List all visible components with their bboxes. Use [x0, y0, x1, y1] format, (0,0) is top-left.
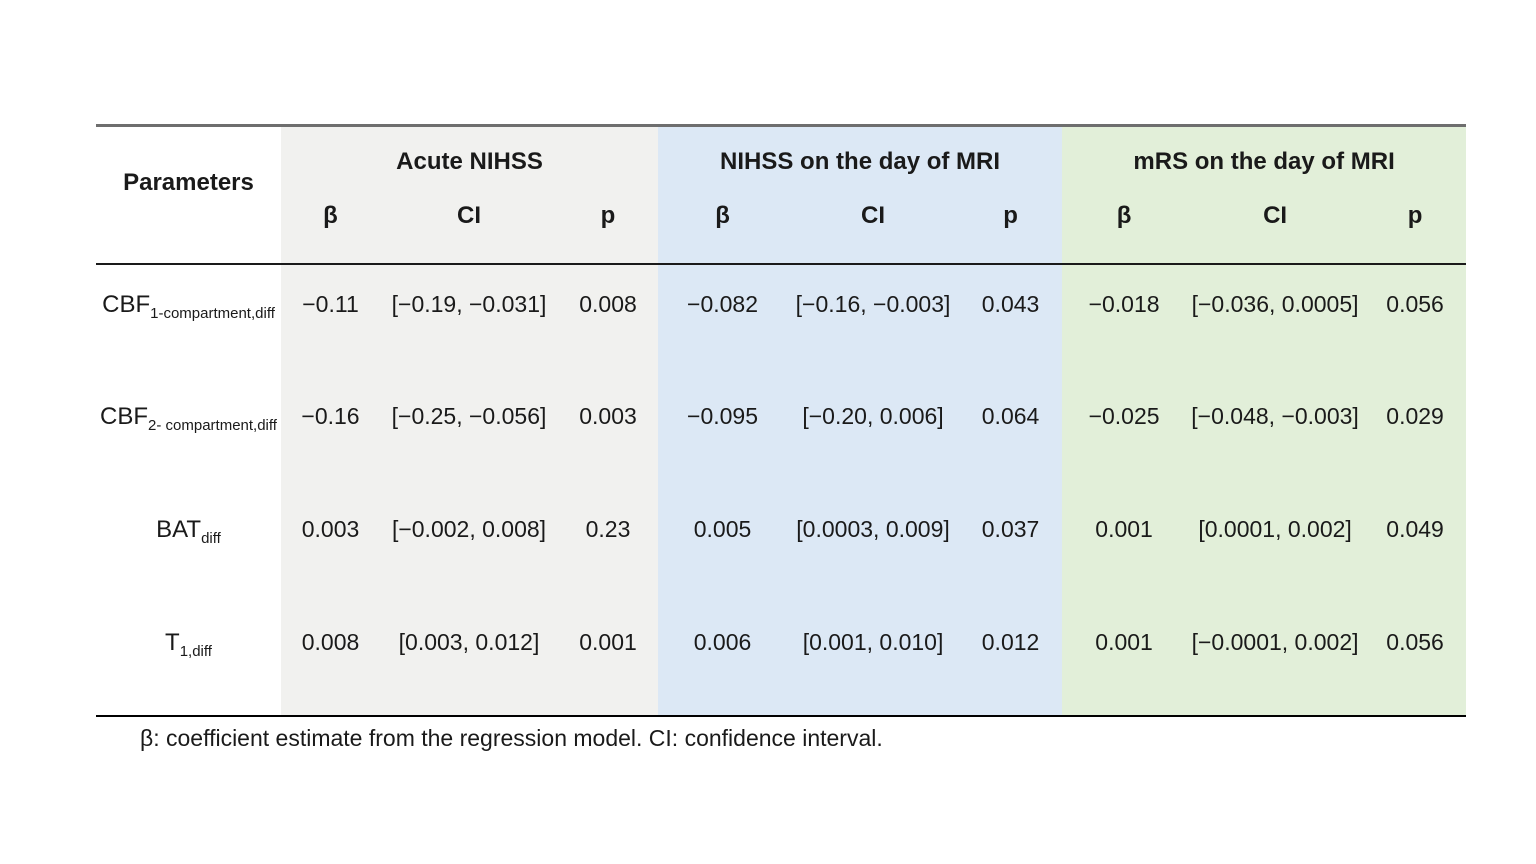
param-base: BAT — [156, 515, 202, 543]
value-cell: 0.001 — [1062, 489, 1187, 603]
param-subscript: 1,diff — [179, 642, 212, 660]
param-cell: T1,diff — [96, 602, 281, 717]
value-cell: [−0.16, −0.003] — [787, 263, 960, 377]
value-cell: 0.049 — [1364, 489, 1467, 603]
param-base: CBF — [100, 402, 149, 430]
value-cell: 0.056 — [1364, 602, 1467, 717]
value-cell: 0.064 — [959, 376, 1063, 490]
value-cell: [−0.25, −0.056] — [380, 376, 558, 490]
value-cell: −0.095 — [658, 376, 788, 490]
table-row: T1,diff 0.008 [0.003, 0.012] 0.001 0.006… — [96, 602, 1467, 717]
table-row: CBF1-compartment,diff −0.11 [−0.19, −0.0… — [96, 263, 1467, 377]
value-cell: 0.012 — [959, 602, 1063, 717]
table-footnote: β: coefficient estimate from the regress… — [140, 724, 883, 751]
group-header-acute-nihss: Acute NIHSS — [281, 125, 659, 190]
subheader-p: p — [959, 189, 1063, 265]
value-cell: [−0.036, 0.0005] — [1186, 263, 1365, 377]
value-cell: 0.006 — [658, 602, 788, 717]
value-cell: [−0.19, −0.031] — [380, 263, 558, 377]
subheader-ci: CI — [1186, 189, 1365, 265]
value-cell: −0.018 — [1062, 263, 1187, 377]
subheader-beta: β — [281, 189, 380, 265]
param-cell: BATdiff — [96, 489, 281, 603]
value-cell: 0.008 — [281, 602, 380, 717]
group-header-nihss-mri: NIHSS on the day of MRI — [658, 125, 1063, 190]
subheader-beta: β — [658, 189, 788, 265]
param-cell: CBF1-compartment,diff — [96, 263, 281, 377]
value-cell: 0.043 — [959, 263, 1063, 377]
value-cell: 0.037 — [959, 489, 1063, 603]
regression-results-table: Parameters Acute NIHSS NIHSS on the day … — [96, 124, 1467, 717]
param-cell: CBF2- compartment,diff — [96, 376, 281, 490]
param-base: T — [165, 628, 180, 656]
param-base: CBF — [102, 290, 151, 318]
value-cell: [−0.002, 0.008] — [380, 489, 558, 603]
value-cell: [−0.20, 0.006] — [787, 376, 960, 490]
value-cell: −0.082 — [658, 263, 788, 377]
param-subscript: 2- compartment,diff — [148, 416, 277, 434]
value-cell: 0.056 — [1364, 263, 1467, 377]
value-cell: −0.025 — [1062, 376, 1187, 490]
value-cell: [0.001, 0.010] — [787, 602, 960, 717]
value-cell: 0.23 — [558, 489, 659, 603]
value-cell: −0.11 — [281, 263, 380, 377]
group-header-mrs-mri: mRS on the day of MRI — [1062, 125, 1467, 190]
value-cell: −0.16 — [281, 376, 380, 490]
value-cell: [0.0001, 0.002] — [1186, 489, 1365, 603]
value-cell: [0.0003, 0.009] — [787, 489, 960, 603]
value-cell: 0.003 — [558, 376, 659, 490]
param-subscript: 1-compartment,diff — [150, 304, 275, 322]
subheader-p: p — [558, 189, 659, 265]
value-cell: 0.005 — [658, 489, 788, 603]
value-cell: [0.003, 0.012] — [380, 602, 558, 717]
value-cell: 0.003 — [281, 489, 380, 603]
param-subscript: diff — [201, 529, 221, 547]
value-cell: 0.029 — [1364, 376, 1467, 490]
table-row: BATdiff 0.003 [−0.002, 0.008] 0.23 0.005… — [96, 489, 1467, 603]
subheader-beta: β — [1062, 189, 1187, 265]
results-table-container: Parameters Acute NIHSS NIHSS on the day … — [96, 124, 1467, 752]
value-cell: [−0.048, −0.003] — [1186, 376, 1365, 490]
table-row: CBF2- compartment,diff −0.16 [−0.25, −0.… — [96, 376, 1467, 490]
subheader-p: p — [1364, 189, 1467, 265]
value-cell: 0.001 — [1062, 602, 1187, 717]
value-cell: 0.008 — [558, 263, 659, 377]
value-cell: 0.001 — [558, 602, 659, 717]
value-cell: [−0.0001, 0.002] — [1186, 602, 1365, 717]
parameters-column-header: Parameters — [96, 125, 281, 265]
subheader-ci: CI — [787, 189, 960, 265]
subheader-ci: CI — [380, 189, 558, 265]
